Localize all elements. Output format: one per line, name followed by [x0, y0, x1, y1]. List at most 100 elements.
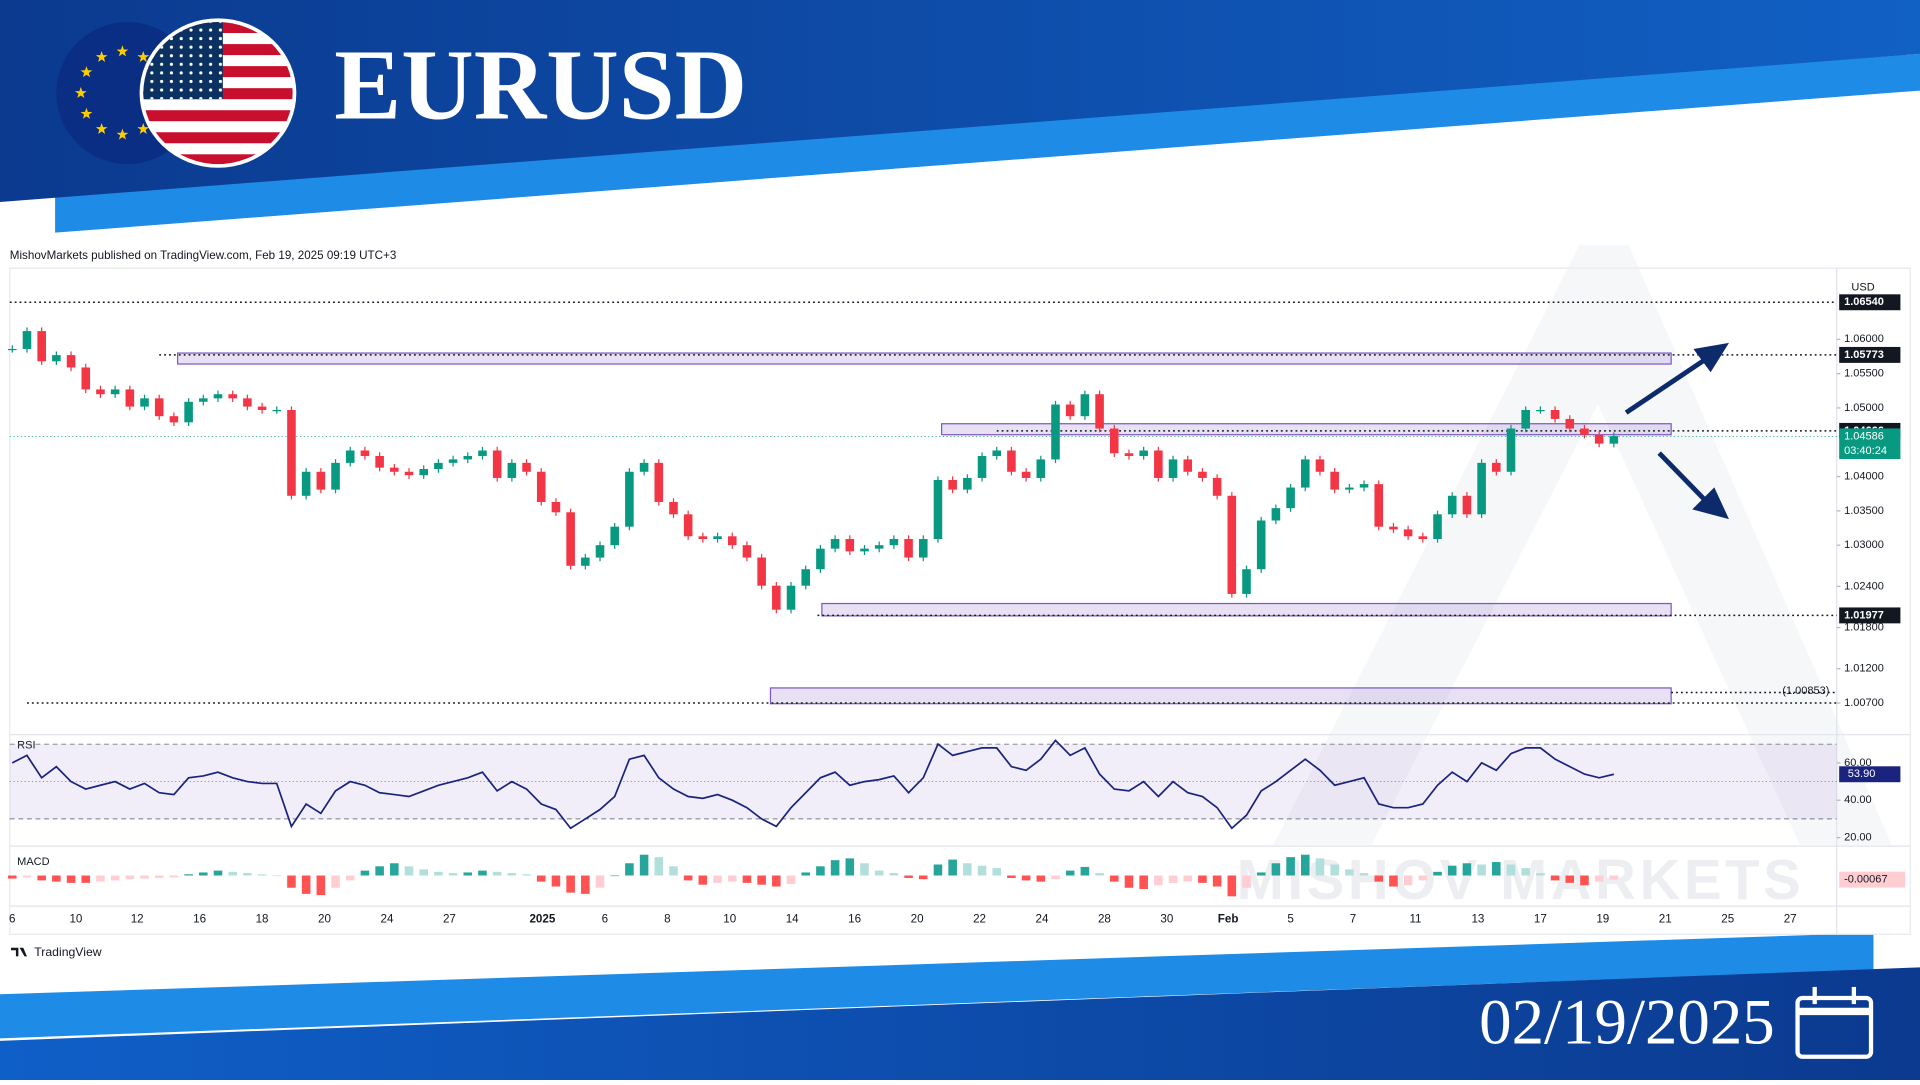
y-tick-label: 1.06000	[1844, 333, 1884, 345]
macd-bar	[140, 875, 149, 879]
macd-bar	[1345, 869, 1354, 876]
macd-bar	[742, 875, 752, 883]
us-stripe	[143, 110, 293, 122]
zone	[176, 352, 1672, 365]
y-tick-label: 1.03000	[1844, 539, 1884, 551]
macd-bar	[1051, 875, 1060, 880]
arrow-down-head	[1692, 487, 1729, 520]
x-tick-label: 20	[911, 913, 924, 926]
macd-bar	[772, 875, 781, 887]
top-banner: EURUSD	[0, 0, 1920, 233]
y-tick-label: 1.02400	[1844, 580, 1884, 592]
title: EURUSD	[334, 30, 747, 141]
level-label-box	[1839, 607, 1901, 624]
x-tick-label: 21	[1659, 913, 1672, 926]
macd-bar	[1315, 858, 1325, 876]
macd-bar	[404, 866, 414, 876]
macd-bar	[639, 854, 649, 876]
macd-bar	[566, 875, 575, 893]
bottom-banner: 02/19/2025	[0, 933, 1920, 1080]
y-tick-label: 60.00	[1844, 757, 1872, 769]
rsi-current-label: 53.90	[1848, 768, 1876, 780]
macd-bar	[610, 875, 619, 877]
level-label: 1.06540	[1844, 296, 1884, 308]
macd-bar	[360, 870, 370, 876]
macd-bar	[22, 875, 32, 878]
macd-bar	[154, 875, 164, 878]
macd-bar	[243, 873, 252, 876]
macd-bar	[1389, 875, 1398, 887]
macd-bar	[1124, 875, 1134, 888]
macd-bar	[683, 875, 693, 881]
macd-bar	[581, 875, 590, 894]
macd-bar	[904, 875, 913, 878]
macd-bar	[125, 875, 135, 880]
macd-bar	[228, 871, 237, 876]
attribution: MishovMarkets published on TradingView.c…	[10, 249, 397, 262]
countdown: 03:40:24	[1844, 445, 1887, 457]
macd-bar	[1168, 875, 1178, 883]
macd-bar	[1036, 875, 1046, 882]
x-tick-label: 24	[1036, 913, 1049, 926]
banner-band	[0, 0, 1920, 203]
banner-stripe	[55, 53, 1920, 233]
macd-current-box	[1839, 871, 1906, 888]
macd-bar	[1007, 875, 1016, 878]
macd-bar	[1462, 863, 1472, 876]
macd-bar	[331, 875, 340, 888]
macd-bar	[507, 873, 517, 876]
macd-bar	[536, 875, 546, 882]
macd-bar	[478, 870, 487, 876]
macd-bar	[1095, 873, 1104, 876]
date: 02/19/2025	[1479, 986, 1775, 1058]
macd-bar	[727, 875, 737, 882]
macd-label: MACD	[17, 856, 49, 868]
calendar-body	[1795, 995, 1874, 1059]
x-tick-label: 25	[1721, 913, 1734, 926]
macd-bar	[845, 858, 855, 876]
macd-bar	[1565, 875, 1575, 883]
macd-bar	[963, 863, 972, 876]
macd-bar	[287, 875, 296, 888]
zone	[821, 602, 1672, 617]
macd-bar	[625, 863, 634, 876]
macd-bar	[1374, 875, 1384, 882]
x-tick-label: Feb	[1218, 913, 1239, 926]
x-tick-label: 2025	[529, 913, 555, 926]
zone	[769, 687, 1672, 705]
x-tick-label: 24	[380, 913, 393, 926]
macd-bar	[1212, 875, 1222, 887]
level-label-box	[1839, 294, 1901, 311]
calendar-icon	[1795, 986, 1874, 1059]
currency: USD	[1851, 282, 1874, 294]
macd-bar	[184, 874, 193, 876]
macd-bar	[419, 869, 428, 876]
x-tick-label: 22	[973, 913, 986, 926]
current-price-box	[1839, 428, 1901, 460]
level-label: (1.00853)	[1782, 685, 1829, 697]
macd-bar	[199, 872, 208, 876]
macd-bar	[1521, 868, 1530, 876]
macd-current-label: -0.00067	[1844, 874, 1888, 886]
macd-bar	[948, 859, 957, 876]
rsi-current-box	[1839, 766, 1901, 783]
macd-bar	[1286, 857, 1295, 876]
macd-bar	[1418, 875, 1428, 881]
macd-bar	[316, 875, 326, 896]
macd-bar	[757, 875, 766, 885]
x-tick-label: 10	[723, 913, 736, 926]
macd-bar	[1506, 864, 1516, 876]
banner-band	[0, 967, 1920, 1080]
level-label: 1.01977	[1844, 609, 1884, 621]
watermark: MISHOV MARKETS	[1237, 848, 1805, 911]
macd-bar	[375, 866, 384, 876]
macd-bar	[1021, 875, 1031, 881]
x-tick-label: 10	[69, 913, 82, 926]
macd-bar	[933, 864, 943, 876]
arrows	[1624, 342, 1729, 520]
rsi-line	[11, 739, 1615, 830]
macd-bar	[390, 863, 399, 876]
x-tick-label: 14	[786, 913, 799, 926]
level-label: 1.05773	[1844, 349, 1884, 361]
